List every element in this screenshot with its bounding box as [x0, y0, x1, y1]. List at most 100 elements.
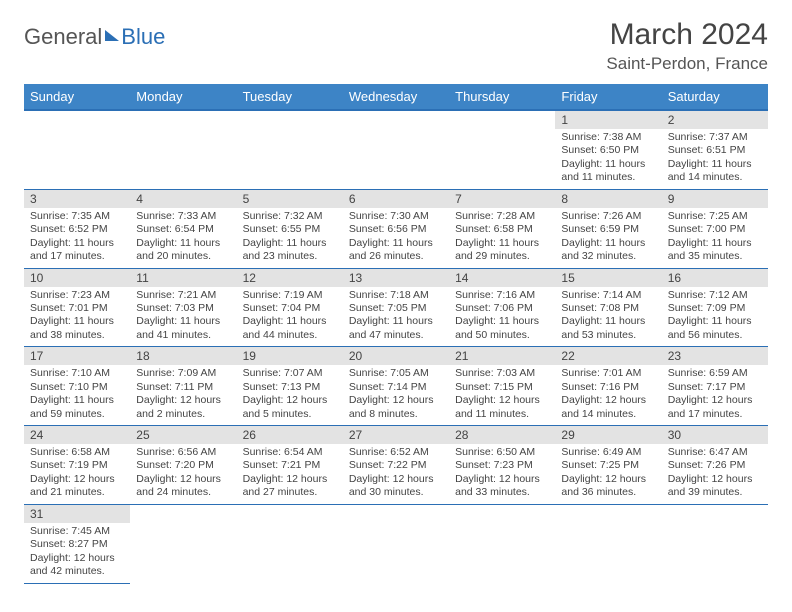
daylight-line1: Daylight: 12 hours — [349, 473, 443, 486]
day-number: 27 — [343, 426, 449, 444]
calendar-cell: 20Sunrise: 7:05 AMSunset: 7:14 PMDayligh… — [343, 347, 449, 426]
day-number: 16 — [662, 269, 768, 287]
day-number: 3 — [24, 190, 130, 208]
sunrise-text: Sunrise: 6:52 AM — [349, 446, 443, 459]
day-number: 1 — [555, 111, 661, 129]
calendar-cell — [130, 504, 236, 583]
sunrise-text: Sunrise: 7:37 AM — [668, 131, 762, 144]
sunrise-text: Sunrise: 7:33 AM — [136, 210, 230, 223]
calendar-cell: 7Sunrise: 7:28 AMSunset: 6:58 PMDaylight… — [449, 189, 555, 268]
day-number: 23 — [662, 347, 768, 365]
weekday-header-row: SundayMondayTuesdayWednesdayThursdayFrid… — [24, 84, 768, 110]
sunrise-text: Sunrise: 7:35 AM — [30, 210, 124, 223]
calendar-row: 3Sunrise: 7:35 AMSunset: 6:52 PMDaylight… — [24, 189, 768, 268]
day-detail: Sunrise: 6:59 AMSunset: 7:17 PMDaylight:… — [662, 365, 768, 425]
sunrise-text: Sunrise: 6:59 AM — [668, 367, 762, 380]
calendar-cell: 17Sunrise: 7:10 AMSunset: 7:10 PMDayligh… — [24, 347, 130, 426]
daylight-line2: and 41 minutes. — [136, 329, 230, 342]
daylight-line2: and 20 minutes. — [136, 250, 230, 263]
calendar-cell: 9Sunrise: 7:25 AMSunset: 7:00 PMDaylight… — [662, 189, 768, 268]
day-number: 5 — [237, 190, 343, 208]
calendar-cell — [130, 110, 236, 189]
daylight-line1: Daylight: 11 hours — [561, 237, 655, 250]
daylight-line1: Daylight: 12 hours — [668, 473, 762, 486]
daylight-line1: Daylight: 11 hours — [668, 158, 762, 171]
day-detail: Sunrise: 6:47 AMSunset: 7:26 PMDaylight:… — [662, 444, 768, 504]
day-detail: Sunrise: 6:49 AMSunset: 7:25 PMDaylight:… — [555, 444, 661, 504]
calendar-cell: 11Sunrise: 7:21 AMSunset: 7:03 PMDayligh… — [130, 268, 236, 347]
calendar-cell: 3Sunrise: 7:35 AMSunset: 6:52 PMDaylight… — [24, 189, 130, 268]
day-number: 6 — [343, 190, 449, 208]
sunrise-text: Sunrise: 6:54 AM — [243, 446, 337, 459]
sunset-text: Sunset: 7:16 PM — [561, 381, 655, 394]
sunset-text: Sunset: 7:22 PM — [349, 459, 443, 472]
daylight-line1: Daylight: 12 hours — [30, 552, 124, 565]
daylight-line2: and 50 minutes. — [455, 329, 549, 342]
daylight-line1: Daylight: 11 hours — [455, 315, 549, 328]
sunset-text: Sunset: 6:59 PM — [561, 223, 655, 236]
daylight-line2: and 39 minutes. — [668, 486, 762, 499]
calendar-cell — [555, 504, 661, 583]
day-detail: Sunrise: 7:30 AMSunset: 6:56 PMDaylight:… — [343, 208, 449, 268]
weekday-header: Sunday — [24, 84, 130, 110]
daylight-line1: Daylight: 11 hours — [243, 315, 337, 328]
day-number: 10 — [24, 269, 130, 287]
sunset-text: Sunset: 6:50 PM — [561, 144, 655, 157]
day-detail: Sunrise: 7:07 AMSunset: 7:13 PMDaylight:… — [237, 365, 343, 425]
calendar-cell: 4Sunrise: 7:33 AMSunset: 6:54 PMDaylight… — [130, 189, 236, 268]
daylight-line2: and 59 minutes. — [30, 408, 124, 421]
sunset-text: Sunset: 7:23 PM — [455, 459, 549, 472]
sunset-text: Sunset: 7:05 PM — [349, 302, 443, 315]
calendar-cell — [662, 504, 768, 583]
sunset-text: Sunset: 7:14 PM — [349, 381, 443, 394]
sunset-text: Sunset: 7:04 PM — [243, 302, 337, 315]
sunset-text: Sunset: 8:27 PM — [30, 538, 124, 551]
calendar-row: 24Sunrise: 6:58 AMSunset: 7:19 PMDayligh… — [24, 426, 768, 505]
calendar-cell — [237, 504, 343, 583]
calendar-cell: 5Sunrise: 7:32 AMSunset: 6:55 PMDaylight… — [237, 189, 343, 268]
daylight-line1: Daylight: 11 hours — [561, 158, 655, 171]
calendar-cell — [237, 110, 343, 189]
daylight-line2: and 33 minutes. — [455, 486, 549, 499]
day-detail: Sunrise: 7:38 AMSunset: 6:50 PMDaylight:… — [555, 129, 661, 189]
sunset-text: Sunset: 7:13 PM — [243, 381, 337, 394]
calendar-cell — [449, 110, 555, 189]
day-detail: Sunrise: 6:52 AMSunset: 7:22 PMDaylight:… — [343, 444, 449, 504]
day-detail: Sunrise: 6:58 AMSunset: 7:19 PMDaylight:… — [24, 444, 130, 504]
calendar-cell: 6Sunrise: 7:30 AMSunset: 6:56 PMDaylight… — [343, 189, 449, 268]
day-detail: Sunrise: 7:05 AMSunset: 7:14 PMDaylight:… — [343, 365, 449, 425]
month-title: March 2024 — [606, 18, 768, 52]
day-detail: Sunrise: 7:18 AMSunset: 7:05 PMDaylight:… — [343, 287, 449, 347]
sunrise-text: Sunrise: 7:30 AM — [349, 210, 443, 223]
daylight-line1: Daylight: 11 hours — [349, 315, 443, 328]
calendar-cell: 25Sunrise: 6:56 AMSunset: 7:20 PMDayligh… — [130, 426, 236, 505]
sunrise-text: Sunrise: 7:25 AM — [668, 210, 762, 223]
sunrise-text: Sunrise: 6:47 AM — [668, 446, 762, 459]
day-detail: Sunrise: 7:35 AMSunset: 6:52 PMDaylight:… — [24, 208, 130, 268]
day-detail: Sunrise: 7:03 AMSunset: 7:15 PMDaylight:… — [449, 365, 555, 425]
sunrise-text: Sunrise: 7:26 AM — [561, 210, 655, 223]
calendar-cell: 19Sunrise: 7:07 AMSunset: 7:13 PMDayligh… — [237, 347, 343, 426]
calendar-body: 1Sunrise: 7:38 AMSunset: 6:50 PMDaylight… — [24, 110, 768, 583]
daylight-line2: and 17 minutes. — [30, 250, 124, 263]
daylight-line1: Daylight: 12 hours — [136, 394, 230, 407]
calendar-cell: 16Sunrise: 7:12 AMSunset: 7:09 PMDayligh… — [662, 268, 768, 347]
day-number: 31 — [24, 505, 130, 523]
day-detail: Sunrise: 7:12 AMSunset: 7:09 PMDaylight:… — [662, 287, 768, 347]
calendar-cell: 28Sunrise: 6:50 AMSunset: 7:23 PMDayligh… — [449, 426, 555, 505]
sunset-text: Sunset: 6:52 PM — [30, 223, 124, 236]
header: General Blue March 2024 Saint-Perdon, Fr… — [24, 18, 768, 74]
sunrise-text: Sunrise: 7:32 AM — [243, 210, 337, 223]
daylight-line2: and 5 minutes. — [243, 408, 337, 421]
sunrise-text: Sunrise: 6:50 AM — [455, 446, 549, 459]
day-number: 20 — [343, 347, 449, 365]
sunrise-text: Sunrise: 7:12 AM — [668, 289, 762, 302]
day-number: 4 — [130, 190, 236, 208]
sunset-text: Sunset: 6:51 PM — [668, 144, 762, 157]
sunset-text: Sunset: 7:10 PM — [30, 381, 124, 394]
sunrise-text: Sunrise: 7:01 AM — [561, 367, 655, 380]
sunset-text: Sunset: 7:17 PM — [668, 381, 762, 394]
calendar-table: SundayMondayTuesdayWednesdayThursdayFrid… — [24, 84, 768, 584]
daylight-line1: Daylight: 12 hours — [455, 473, 549, 486]
brand-triangle-icon — [105, 30, 119, 41]
